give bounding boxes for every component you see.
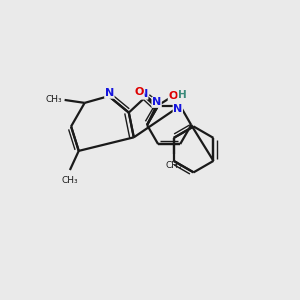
Text: O: O bbox=[135, 87, 144, 97]
Text: CH₃: CH₃ bbox=[45, 94, 62, 103]
Text: N: N bbox=[105, 88, 114, 98]
Text: O: O bbox=[168, 92, 178, 101]
Text: N: N bbox=[173, 104, 182, 114]
Text: H: H bbox=[178, 90, 187, 100]
Text: N: N bbox=[139, 89, 148, 99]
Text: CH₃: CH₃ bbox=[61, 176, 78, 185]
Text: N: N bbox=[152, 97, 161, 107]
Text: CH₃: CH₃ bbox=[165, 160, 182, 169]
